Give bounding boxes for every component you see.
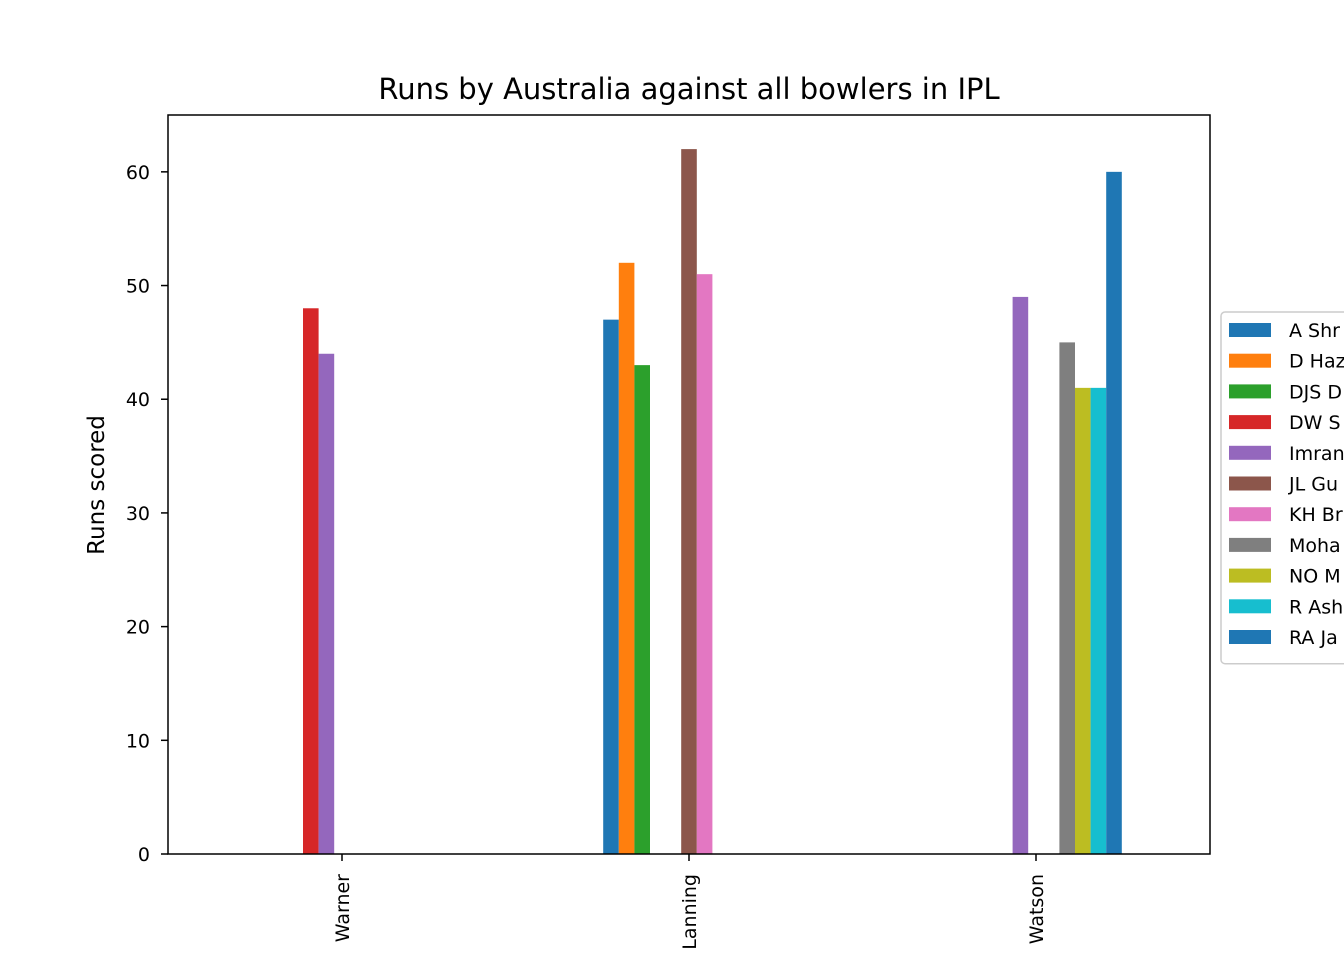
y-tick-label: 40 bbox=[126, 389, 150, 411]
plot-area bbox=[303, 149, 1122, 855]
y-tick-label: 60 bbox=[126, 162, 150, 184]
y-tick-label: 0 bbox=[138, 844, 150, 866]
chart-title: Runs by Australia against all bowlers in… bbox=[378, 72, 999, 106]
y-axis-label: Runs scored bbox=[84, 415, 110, 555]
bar-moha-watson bbox=[1059, 342, 1075, 854]
legend-swatch bbox=[1229, 353, 1271, 368]
legend-swatch bbox=[1229, 507, 1271, 522]
legend-swatch bbox=[1229, 415, 1271, 430]
bar-ra-ja-watson bbox=[1106, 171, 1122, 854]
legend-label: DW S bbox=[1289, 412, 1341, 434]
legend-label: KH Br bbox=[1289, 504, 1343, 526]
bar-r-ash-watson bbox=[1090, 387, 1107, 854]
legend-label: Moha bbox=[1289, 535, 1341, 557]
legend-swatch bbox=[1229, 384, 1271, 399]
bar-no-m-watson bbox=[1075, 387, 1091, 854]
bar-a-shr-lanning bbox=[603, 319, 619, 855]
y-tick-label: 30 bbox=[126, 503, 150, 525]
bar-djs-d-lanning bbox=[634, 365, 650, 854]
bar-d-haz-lanning bbox=[618, 262, 635, 854]
legend-swatch bbox=[1229, 476, 1271, 491]
y-tick-label: 20 bbox=[126, 617, 150, 639]
y-tick-label: 50 bbox=[126, 276, 150, 298]
legend-label: D Haz bbox=[1289, 351, 1344, 373]
bar-dw-s-warner bbox=[303, 308, 319, 854]
legend: A Shr D Haz DJS D DW S Imran JL Gu KH Br Moha NO… bbox=[1220, 311, 1344, 665]
legend-swatch bbox=[1229, 568, 1271, 583]
legend-swatch bbox=[1229, 599, 1271, 614]
legend-swatch bbox=[1229, 630, 1271, 644]
legend-swatch bbox=[1229, 323, 1271, 337]
bar-kh-br-lanning bbox=[696, 274, 713, 855]
legend-label: A Shr bbox=[1289, 320, 1340, 342]
legend-swatch bbox=[1229, 445, 1271, 460]
legend-label: Imran bbox=[1289, 443, 1344, 465]
legend-label: JL Gu bbox=[1288, 474, 1338, 496]
bar-imran-watson bbox=[1012, 296, 1029, 854]
legend-label: NO M bbox=[1289, 566, 1341, 588]
legend-swatch bbox=[1229, 537, 1271, 552]
y-axis: 0 10 20 30 40 50 60 bbox=[126, 162, 168, 866]
legend-label: DJS D bbox=[1289, 381, 1342, 403]
x-tick-label: Warner bbox=[332, 874, 354, 942]
bar-imran-warner bbox=[318, 353, 335, 854]
x-tick-label: Lanning bbox=[679, 874, 701, 950]
x-tick-label: Watson bbox=[1026, 874, 1048, 944]
y-tick-label: 10 bbox=[126, 730, 150, 752]
legend-label: RA Ja bbox=[1289, 627, 1338, 649]
legend-label: R Ash bbox=[1289, 596, 1343, 618]
bar-jl-gu-lanning bbox=[681, 149, 697, 855]
x-axis: Warner Lanning Watson bbox=[332, 854, 1048, 950]
